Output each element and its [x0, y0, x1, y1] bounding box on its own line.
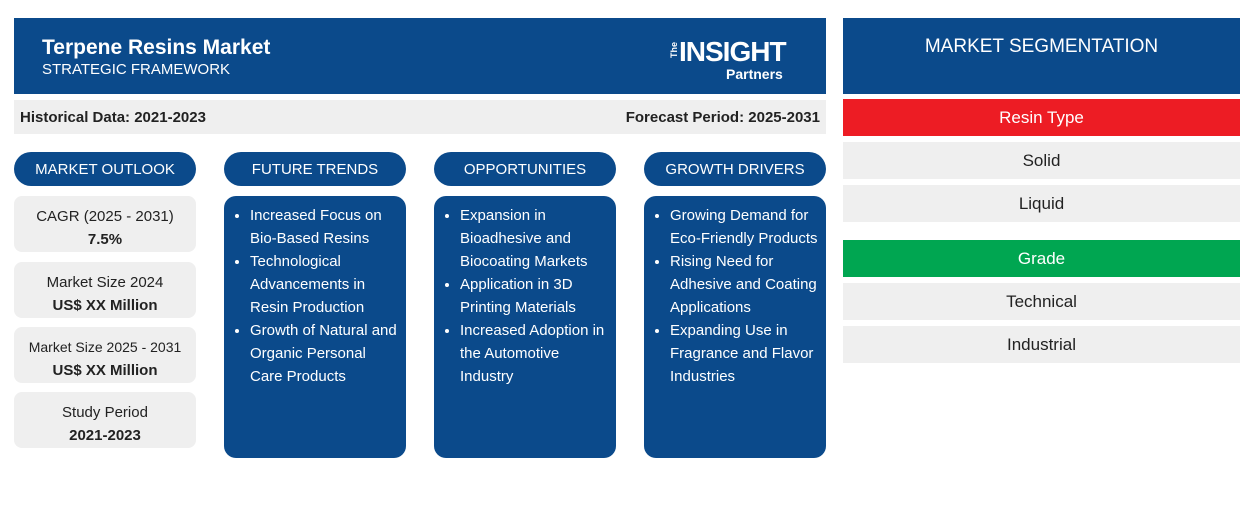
segment-item: Liquid	[843, 185, 1240, 222]
segment-item: Industrial	[843, 326, 1240, 363]
outlook-value: US$ XX Million	[52, 362, 158, 379]
list-heading: GROWTH DRIVERS	[644, 152, 826, 186]
forecast: Forecast Period: 2025-2031	[625, 109, 820, 126]
bullet-list: Growing Demand for Eco-Friendly Products…	[656, 204, 820, 388]
bullet-item: Technological Advancements in Resin Prod…	[250, 250, 400, 319]
title: Terpene Resins Market	[42, 36, 271, 59]
segment-item: Solid	[843, 142, 1240, 179]
bullet-item: Growth of Natural and Organic Personal C…	[250, 319, 400, 388]
period-bar: Historical Data: 2021-2023 Forecast Peri…	[14, 100, 826, 134]
segment-item: Technical	[843, 283, 1240, 320]
bullet-item: Growing Demand for Eco-Friendly Products	[670, 204, 820, 250]
segment-group: Grade	[843, 240, 1240, 277]
list-box: Increased Focus on Bio-Based ResinsTechn…	[224, 196, 406, 458]
segmentation-title: MARKET SEGMENTATION	[843, 18, 1240, 94]
bullet-item: Expansion in Bioadhesive and Biocoating …	[460, 204, 610, 273]
outlook-value: 2021-2023	[69, 427, 141, 444]
outlook-box: Market Size 2025 - 2031 US$ XX Million	[14, 327, 196, 383]
outlook-box: CAGR (2025 - 2031) 7.5%	[14, 196, 196, 252]
segment-group: Resin Type	[843, 99, 1240, 136]
outlook-label: CAGR (2025 - 2031)	[36, 208, 174, 225]
outlook-label: Market Size 2025 - 2031	[28, 339, 182, 355]
logo-main: INSIGHT	[679, 36, 787, 67]
bullet-item: Increased Adoption in the Automotive Ind…	[460, 319, 610, 388]
outlook-label: Market Size 2024	[46, 274, 164, 291]
logo-top: The	[669, 41, 680, 59]
bullet-item: Expanding Use in Fragrance and Flavor In…	[670, 319, 820, 388]
bullet-item: Increased Focus on Bio-Based Resins	[250, 204, 400, 250]
bullet-item: Rising Need for Adhesive and Coating App…	[670, 250, 820, 319]
historical: Historical Data: 2021-2023	[20, 109, 206, 126]
bullet-list: Expansion in Bioadhesive and Biocoating …	[446, 204, 610, 388]
bullet-item: Application in 3D Printing Materials	[460, 273, 610, 319]
outlook-label: Study Period	[62, 404, 148, 421]
outlook-value: US$ XX Million	[52, 297, 158, 314]
outlook-value: 7.5%	[87, 231, 123, 248]
header: Terpene Resins Market STRATEGIC FRAMEWOR…	[14, 18, 826, 94]
outlook-heading: MARKET OUTLOOK	[14, 152, 196, 186]
list-heading: FUTURE TRENDS	[224, 152, 406, 186]
outlook-box: Study Period 2021-2023	[14, 392, 196, 448]
subtitle: STRATEGIC FRAMEWORK	[42, 61, 231, 78]
bullet-list: Increased Focus on Bio-Based ResinsTechn…	[236, 204, 400, 388]
list-heading: OPPORTUNITIES	[434, 152, 616, 186]
list-box: Expansion in Bioadhesive and Biocoating …	[434, 196, 616, 458]
list-box: Growing Demand for Eco-Friendly Products…	[644, 196, 826, 458]
outlook-box: Market Size 2024 US$ XX Million	[14, 262, 196, 318]
logo-bottom: Partners	[726, 66, 783, 82]
